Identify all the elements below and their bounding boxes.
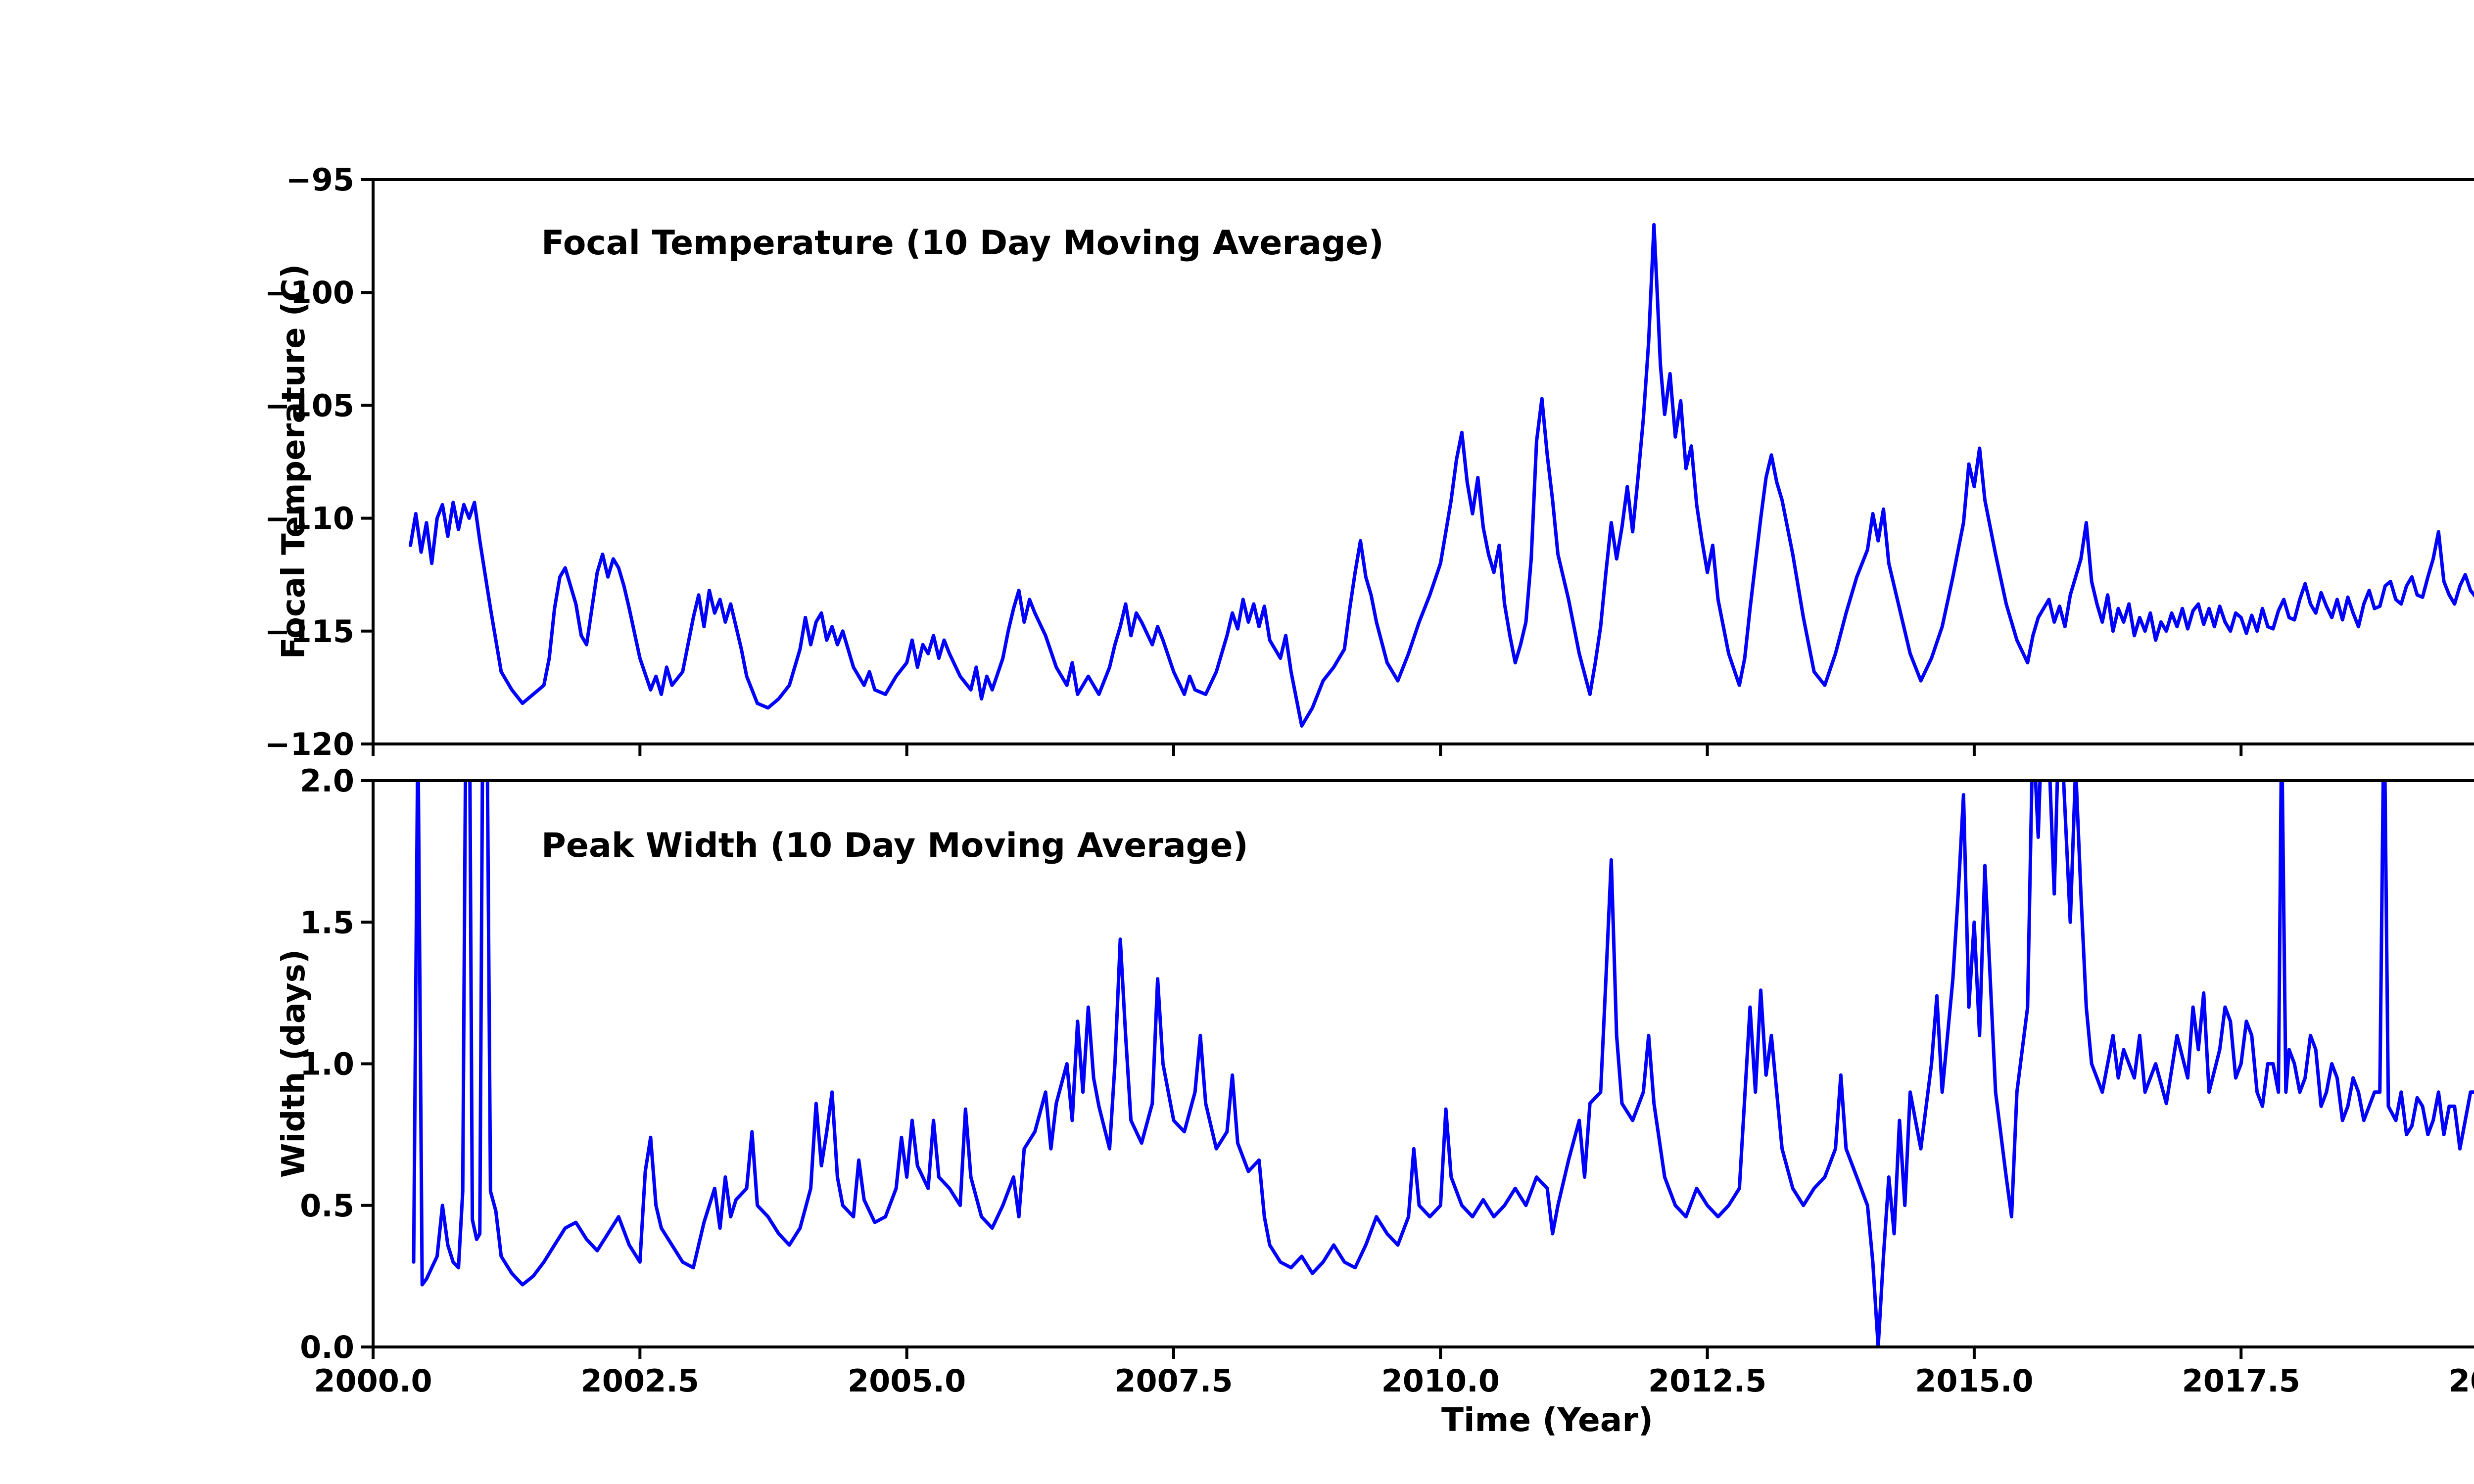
panel-title-peak-width: Peak Width (10 Day Moving Average) [541,826,1248,865]
x-axis-label-time-year: Time (Year) [1441,1401,1654,1439]
y-tick-label: −110 [265,501,354,537]
panel-title-focal-temperature: Focal Temperature (10 Day Moving Average… [541,224,1384,263]
x-tick-label: 2017.5 [2182,1363,2300,1399]
y-tick-label: 1.0 [300,1046,354,1082]
series-line-focal-temperature-10day-ma [409,223,2474,728]
axes-spine [372,779,2474,1348]
y-axis-label-focal-temperature: Focal Temperature (C) [276,264,312,659]
y-tick-label: −120 [265,726,354,762]
y-tick-label: 2.0 [300,763,354,799]
x-tick-label: 2010.0 [1381,1363,1500,1399]
x-tick-label: 2012.5 [1648,1363,1766,1399]
y-axis-label-width-days: Width (days) [276,949,312,1178]
panel-focal-temperature: −95 −100 −105 −110 −115 −120 [265,162,2474,762]
y-tick-label: 1.5 [300,904,354,940]
axes-spine [372,178,2474,745]
x-tick-label: 2007.5 [1114,1363,1233,1399]
x-tick-label: 2000.0 [314,1363,432,1399]
x-tick-label: 2002.5 [581,1363,699,1399]
panel-peak-width: 2000.0 2002.5 2005.0 2007.5 2010.0 2012.5 2015… [300,763,2474,1399]
y-tick-label: −105 [265,387,354,423]
series-line-peak-width-10day-ma [412,781,2474,1347]
y-tick-label: −100 [265,275,354,311]
y-tick-label: 0.5 [300,1188,354,1224]
y-tick-label: 0.0 [300,1329,354,1365]
y-tick-label: −95 [286,162,354,198]
y-tick-label: −115 [265,613,354,649]
x-tick-label: 2005.0 [848,1363,966,1399]
x-tick-label: 2015.0 [1915,1363,2033,1399]
